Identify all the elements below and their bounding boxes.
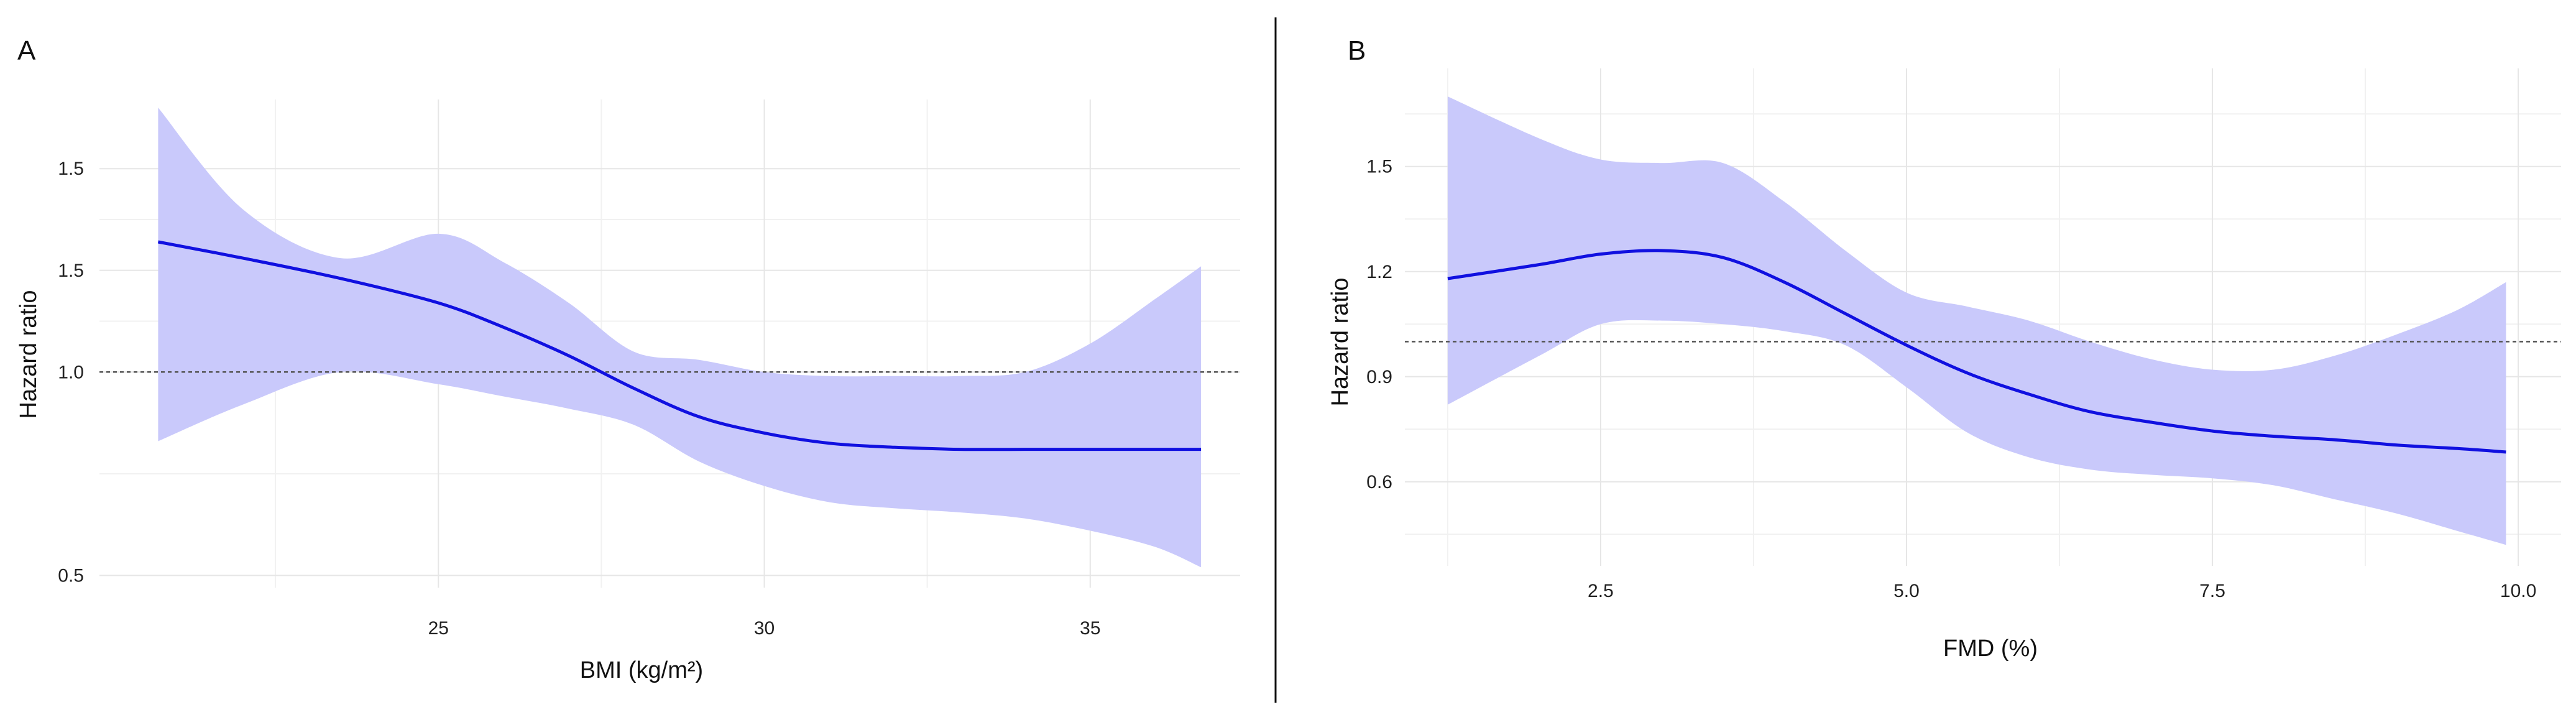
panel-b: 2.5 5.0 7.5 10.0 0.6 0.9 1.2 1.5 B FMD (%) Haz… (1327, 35, 2561, 662)
panel-label-a: A (17, 35, 36, 66)
x-tick-label: 2.5 (1588, 581, 1614, 601)
panel-a: 25 30 35 0.5 1.0 1.5 1.5 A BMI (kg/m²) Hazard… (16, 35, 1240, 683)
x-tick-label: 7.5 (2199, 581, 2225, 601)
y-tick-label: 1.5 (58, 159, 84, 179)
x-axis-title-b: FMD (%) (1943, 636, 2038, 662)
x-tick-label: 10.0 (2500, 581, 2536, 601)
x-tick-label: 5.0 (1893, 581, 1920, 601)
y-tick-label: 0.6 (1366, 472, 1392, 492)
x-ticks-b: 2.5 5.0 7.5 10.0 (1588, 581, 2536, 601)
y-tick-label: 1.0 (58, 362, 84, 382)
y-axis-title-b: Hazard ratio (1327, 278, 1353, 407)
hazard-curve-a (157, 240, 1202, 451)
hazard-curve-b (1447, 249, 2506, 454)
y-tick-label: 0.9 (1366, 367, 1392, 387)
x-axis-title-a: BMI (kg/m²) (580, 657, 703, 683)
y-ticks-a: 0.5 1.0 1.5 1.5 (58, 159, 84, 586)
x-tick-label: 35 (1080, 618, 1100, 639)
x-tick-label: 30 (754, 618, 775, 639)
y-tick-label: 1.2 (1366, 262, 1392, 282)
x-ticks-a: 25 30 35 (428, 618, 1101, 639)
y-tick-label: 1.5 (1366, 157, 1392, 177)
y-axis-title-a: Hazard ratio (16, 290, 42, 419)
panel-label-b: B (1348, 35, 1366, 66)
confidence-band-b (1447, 96, 2506, 545)
y-tick-label: 1.5 (58, 261, 84, 281)
x-tick-label: 25 (428, 618, 449, 639)
confidence-band-a (158, 108, 1202, 568)
y-ticks-b: 0.6 0.9 1.2 1.5 (1366, 157, 1392, 492)
y-tick-label: 0.5 (58, 565, 84, 586)
